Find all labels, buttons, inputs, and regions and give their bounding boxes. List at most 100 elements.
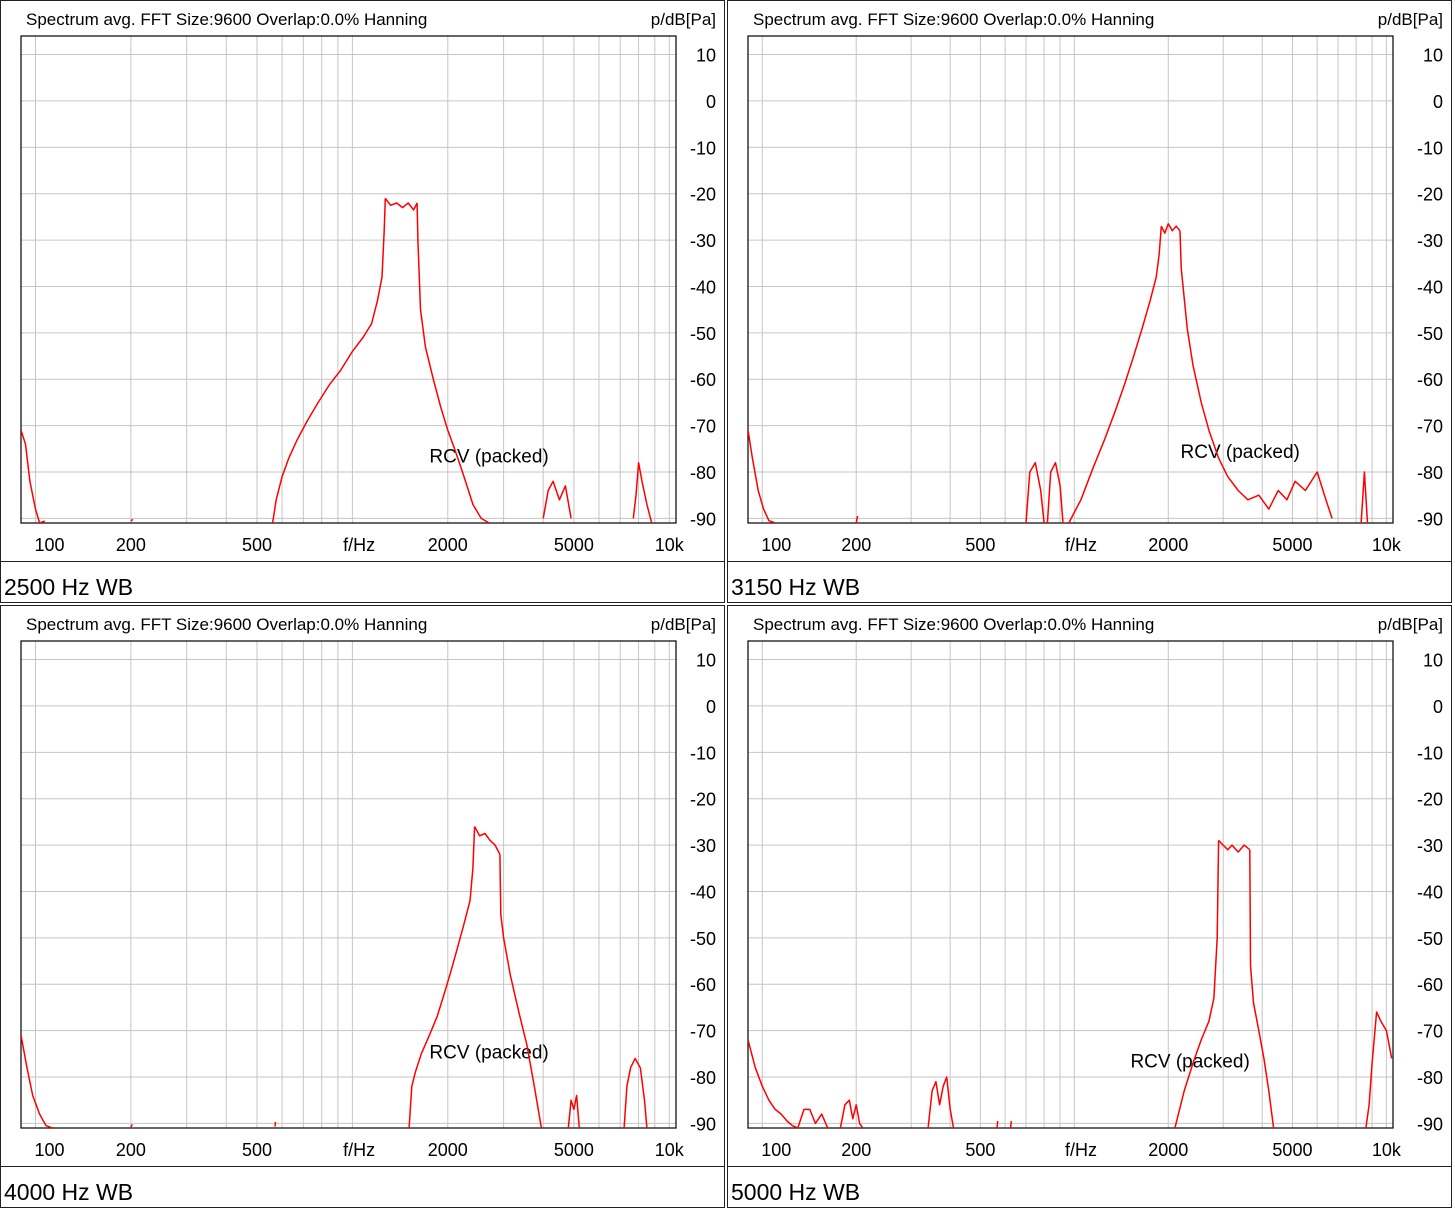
y-tick-label: -60	[690, 370, 716, 390]
chart-annotation: RCV (packed)	[1130, 1052, 1249, 1073]
x-tick-label: 10k	[655, 1140, 685, 1160]
spectrum-line	[1068, 226, 1163, 523]
x-tick-label: 5000	[554, 1140, 594, 1160]
spectrum-line	[1025, 461, 1045, 523]
x-tick-label: 100	[761, 1140, 791, 1160]
x-tick-label: 200	[116, 1140, 146, 1160]
spectrum-line	[130, 1123, 133, 1128]
chart-panel-2500: Spectrum avg. FFT Size:9600 Overlap:0.0%…	[0, 0, 725, 603]
x-tick-label: 2000	[1148, 535, 1188, 555]
plot-frame	[747, 640, 1394, 1129]
spectrum-line	[1218, 839, 1251, 853]
spectrum-line	[473, 826, 501, 855]
y-tick-label: -30	[690, 231, 716, 251]
x-tick-label: 500	[965, 1140, 995, 1160]
panel-caption: 2500 Hz WB	[1, 561, 724, 604]
spectrum-line	[1160, 223, 1181, 234]
y-tick-label: -70	[1417, 417, 1443, 437]
series-group	[748, 223, 1369, 523]
y-tick-label: 0	[1433, 92, 1443, 112]
spectrum-line	[1174, 840, 1220, 1128]
x-tick-label: 100	[761, 535, 791, 555]
x-tick-label: 500	[242, 1140, 272, 1160]
y-axis-label: p/dB[Pa]	[1378, 10, 1443, 29]
plot-frame	[20, 35, 677, 524]
spectrum-line	[416, 202, 490, 523]
chart-title: Spectrum avg. FFT Size:9600 Overlap:0.0%…	[753, 615, 1154, 634]
y-tick-label: -50	[1417, 929, 1443, 949]
chart-title: Spectrum avg. FFT Size:9600 Overlap:0.0%…	[753, 10, 1154, 29]
spectrum-line	[748, 430, 776, 523]
spectrum-line	[927, 1076, 955, 1128]
panel-caption: 3150 Hz WB	[728, 561, 1451, 604]
spectrum-line	[499, 854, 543, 1128]
spectrum-line	[1365, 1011, 1393, 1128]
y-tick-label: -30	[1417, 231, 1443, 251]
x-tick-label: 5000	[1272, 1140, 1312, 1160]
spectrum-line	[542, 480, 572, 519]
plot-frame	[747, 35, 1394, 524]
spectrum-line	[408, 826, 476, 1128]
x-tick-label: 5000	[554, 535, 594, 555]
y-tick-label: -10	[1417, 138, 1443, 158]
y-tick-label: -20	[690, 790, 716, 810]
spectrum-line	[21, 429, 46, 523]
spectrum-line	[274, 1121, 277, 1127]
y-tick-label: -60	[1417, 370, 1443, 390]
y-tick-label: -60	[1417, 975, 1443, 995]
y-tick-label: 10	[696, 46, 716, 66]
spectrum-line	[1009, 1120, 1013, 1128]
y-tick-label: -90	[1417, 509, 1443, 529]
x-tick-label: 10k	[655, 535, 685, 555]
chart-annotation: RCV (packed)	[429, 447, 548, 468]
x-tick-label: 10k	[1372, 1140, 1402, 1160]
chart-panel-5000: Spectrum avg. FFT Size:9600 Overlap:0.0%…	[727, 605, 1452, 1208]
y-tick-label: -50	[690, 929, 716, 949]
y-tick-label: -30	[1417, 836, 1443, 856]
spectrum-chart: Spectrum avg. FFT Size:9600 Overlap:0.0%…	[747, 615, 1443, 1160]
spectrum-line	[1179, 230, 1333, 519]
y-tick-label: -60	[690, 975, 716, 995]
y-tick-label: -50	[690, 324, 716, 344]
y-tick-label: -80	[1417, 463, 1443, 483]
x-tick-label: 2000	[428, 535, 468, 555]
spectrum-line	[748, 1039, 799, 1128]
x-tick-label: 10k	[1372, 535, 1402, 555]
x-tick-label: 100	[35, 1140, 65, 1160]
x-tick-label: 500	[242, 535, 272, 555]
spectrum-line	[271, 198, 387, 523]
x-tick-label: 5000	[1272, 535, 1312, 555]
spectrum-line	[855, 515, 859, 523]
x-axis-label: f/Hz	[1065, 1140, 1097, 1160]
y-tick-label: 10	[1423, 651, 1443, 671]
x-axis-label: f/Hz	[343, 535, 375, 555]
y-tick-label: -20	[690, 185, 716, 205]
y-tick-label: -70	[690, 1022, 716, 1042]
y-tick-label: -80	[690, 463, 716, 483]
y-tick-label: -20	[1417, 185, 1443, 205]
y-tick-label: -70	[1417, 1022, 1443, 1042]
y-tick-label: -80	[1417, 1068, 1443, 1088]
y-tick-label: 10	[1423, 46, 1443, 66]
chart-panel-3150: Spectrum avg. FFT Size:9600 Overlap:0.0%…	[727, 0, 1452, 603]
series-group	[21, 197, 653, 523]
y-axis-label: p/dB[Pa]	[651, 615, 716, 634]
y-tick-label: -40	[690, 277, 716, 297]
chart-annotation: RCV (packed)	[429, 1042, 548, 1063]
x-axis-label: f/Hz	[1065, 535, 1097, 555]
y-axis-label: p/dB[Pa]	[1378, 615, 1443, 634]
chart-panel-4000: Spectrum avg. FFT Size:9600 Overlap:0.0%…	[0, 605, 725, 1208]
y-tick-label: 0	[1433, 697, 1443, 717]
x-tick-label: 2000	[1148, 1140, 1188, 1160]
spectrum-line	[21, 1035, 53, 1128]
y-tick-label: -10	[690, 138, 716, 158]
y-tick-label: -70	[690, 417, 716, 437]
y-tick-label: -90	[690, 509, 716, 529]
x-tick-label: 200	[841, 535, 871, 555]
plot-frame	[20, 640, 677, 1129]
y-tick-label: -30	[690, 836, 716, 856]
panel-caption: 5000 Hz WB	[728, 1166, 1451, 1209]
spectrum-chart: Spectrum avg. FFT Size:9600 Overlap:0.0%…	[20, 10, 716, 555]
chart-annotation: RCV (packed)	[1181, 442, 1300, 463]
x-axis-label: f/Hz	[343, 1140, 375, 1160]
